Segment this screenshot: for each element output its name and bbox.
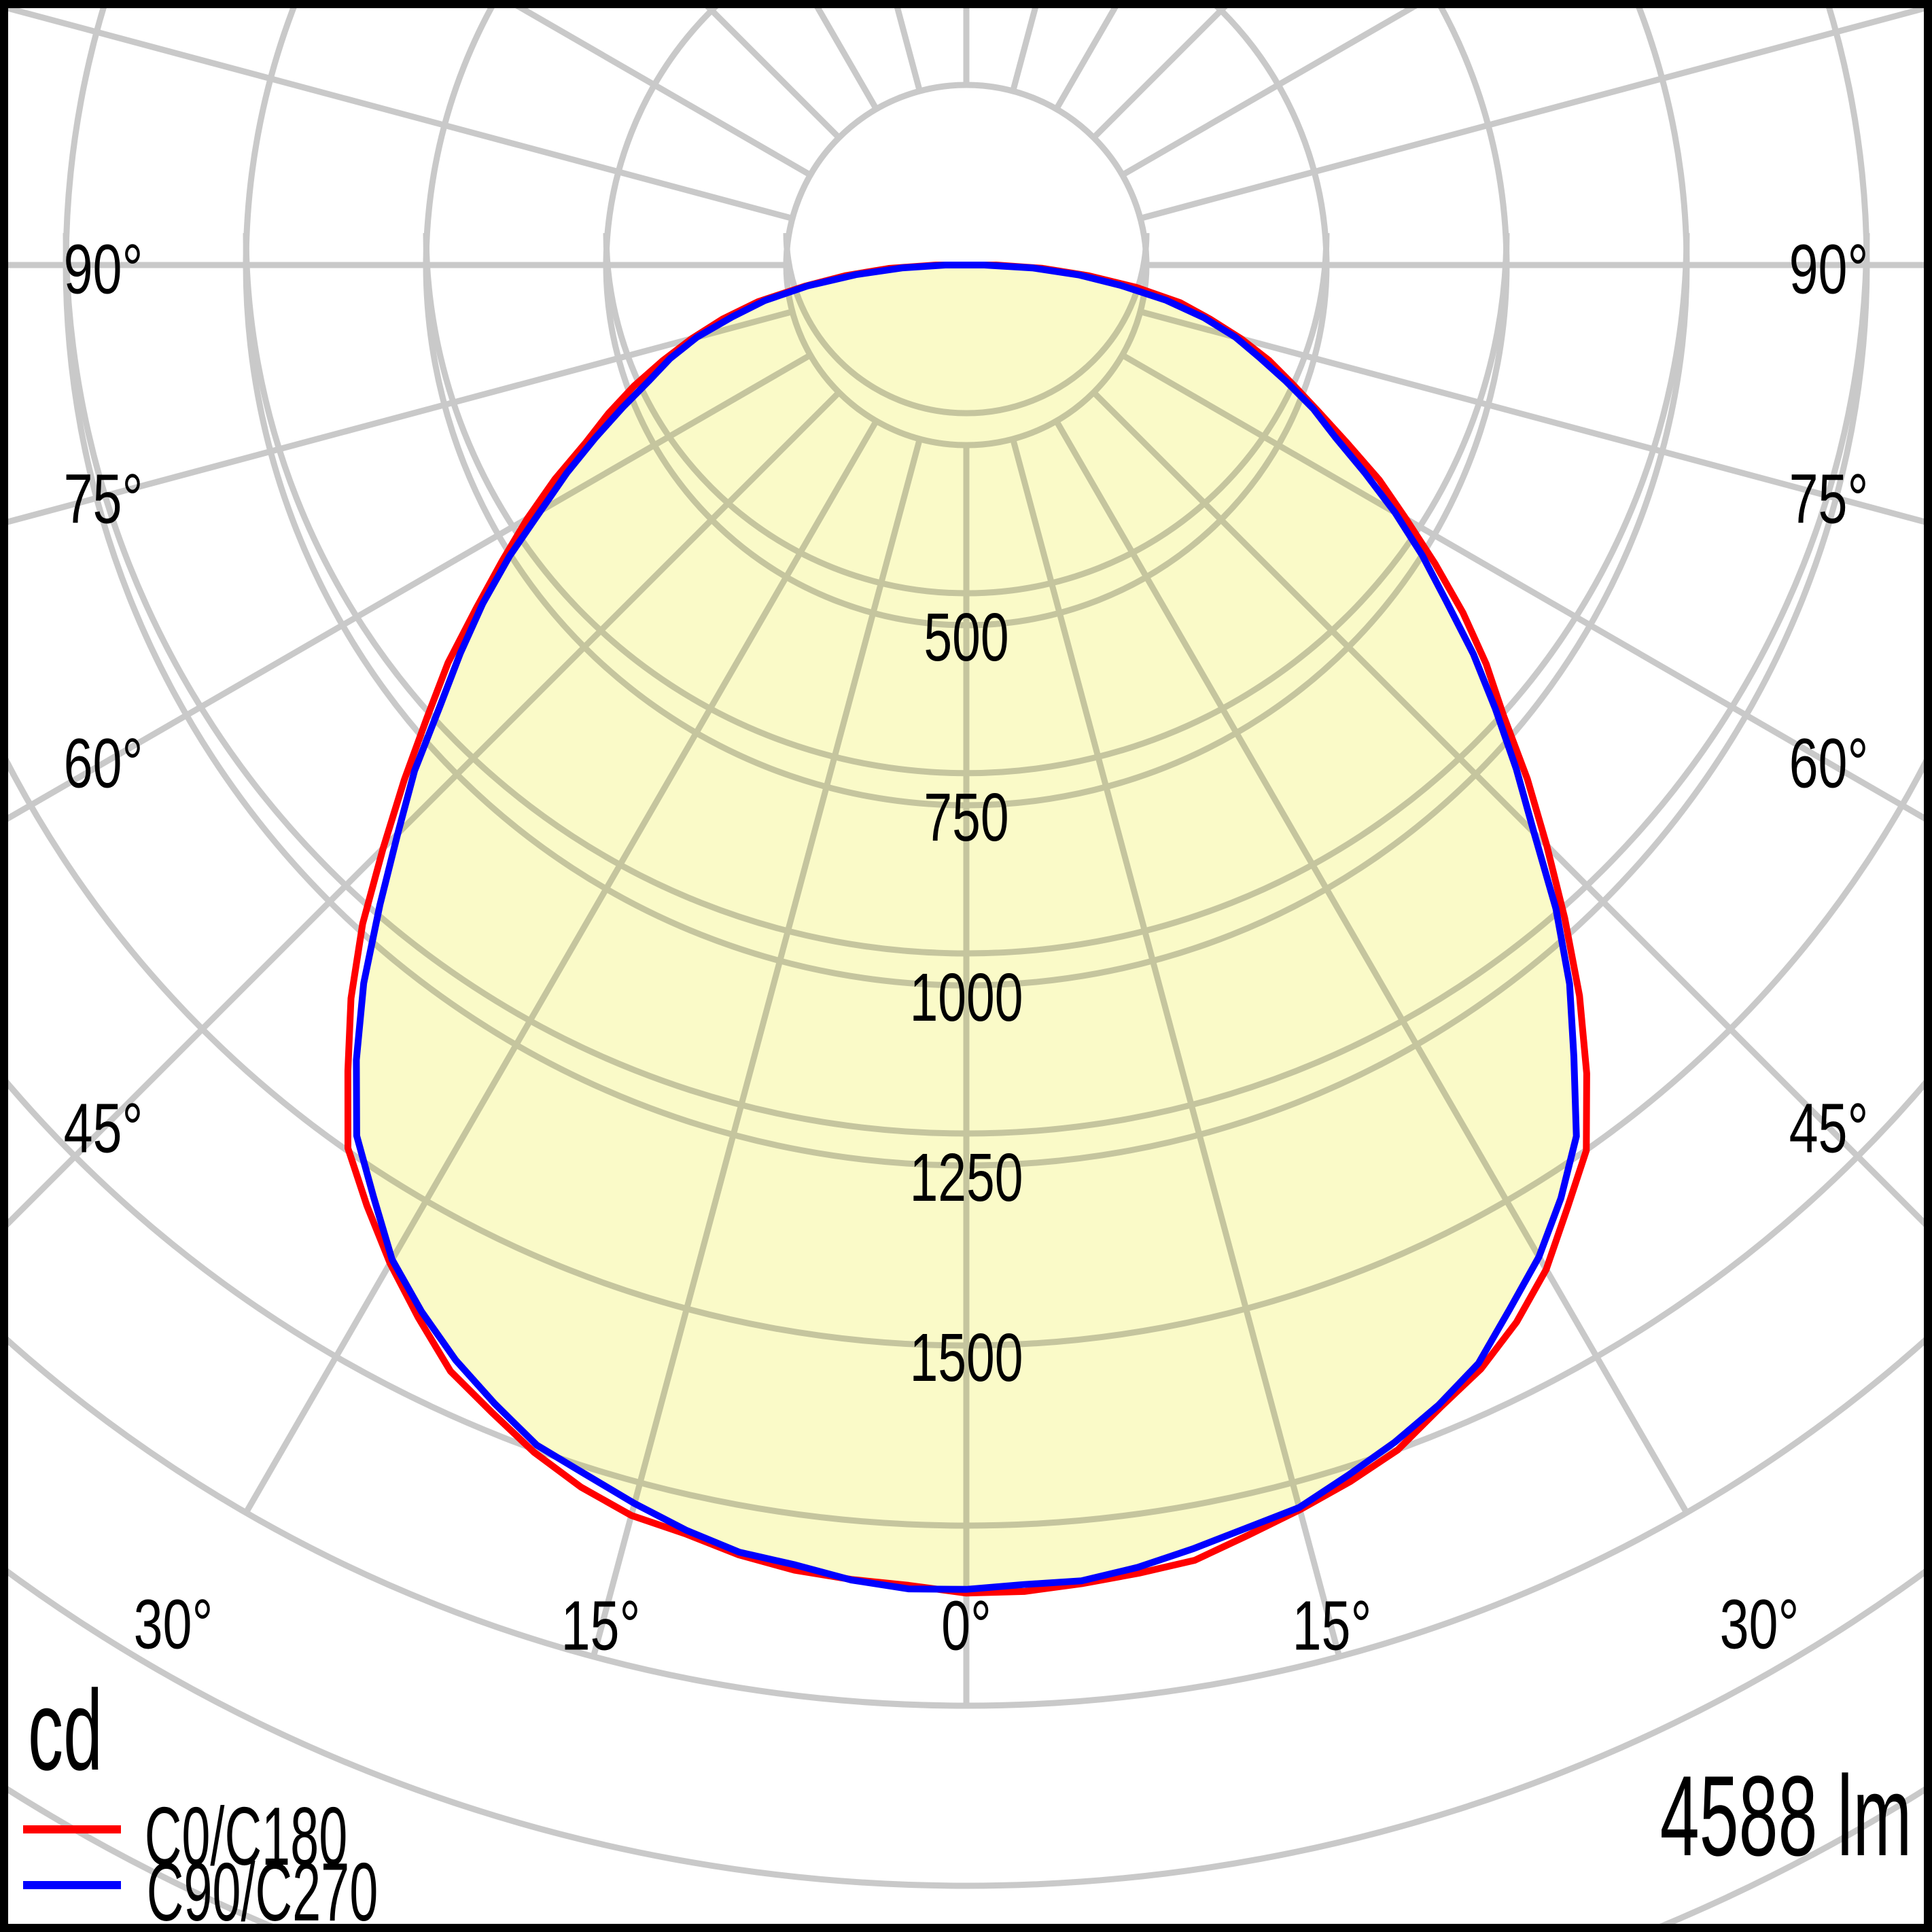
radial-label-500: 500	[924, 599, 1009, 675]
angle-label-left-60: 60°	[63, 724, 143, 803]
angle-label-bottom-30-left: 30°	[133, 1585, 213, 1664]
grid-spoke	[1139, 3, 1932, 222]
grid-spoke	[501, 0, 812, 178]
legend-label-c0-c180: C0/C180	[144, 1790, 348, 1882]
angle-label-right-75: 75°	[1789, 459, 1869, 538]
luminous-flux-label: 4588 lm	[1659, 1752, 1912, 1880]
curve-c0-c180	[344, 262, 1590, 1597]
unit-label-cd: cd	[27, 1666, 103, 1794]
grid-spoke	[0, 3, 794, 222]
radial-label-750: 750	[924, 779, 1009, 856]
angle-label-bottom-15-right: 15°	[1292, 1586, 1372, 1665]
legend-line-c90-c270	[23, 1881, 121, 1889]
grid-spoke	[809, 0, 879, 111]
legend-line-c0-c180	[23, 1825, 121, 1833]
angle-label-left-45: 45°	[63, 1089, 143, 1167]
angle-label-left-75: 75°	[63, 459, 143, 538]
angle-label-right-90: 90°	[1789, 230, 1869, 309]
grid-spoke	[1053, 0, 1123, 111]
angle-label-right-45: 45°	[1789, 1089, 1869, 1167]
grid-circle	[0, 1562, 1932, 1889]
curve-c90-c270	[353, 262, 1580, 1593]
legend-label-c90-c270: C90/C270	[146, 1846, 379, 1932]
angle-label-bottom-0: 0°	[941, 1586, 991, 1665]
grid-spoke	[0, 309, 794, 527]
grid-spoke	[1139, 309, 1932, 527]
angle-label-left-90: 90°	[63, 230, 143, 309]
radial-label-1500: 1500	[909, 1320, 1023, 1396]
radial-label-1250: 1250	[909, 1140, 1023, 1216]
radial-label-1000: 1000	[909, 960, 1023, 1036]
intensity-fill-area	[356, 265, 1577, 1589]
angle-label-bottom-15-left: 15°	[561, 1586, 641, 1665]
grid-spoke	[1121, 0, 1432, 178]
angle-label-right-60: 60°	[1789, 724, 1869, 803]
angle-label-bottom-30-right: 30°	[1719, 1585, 1799, 1664]
